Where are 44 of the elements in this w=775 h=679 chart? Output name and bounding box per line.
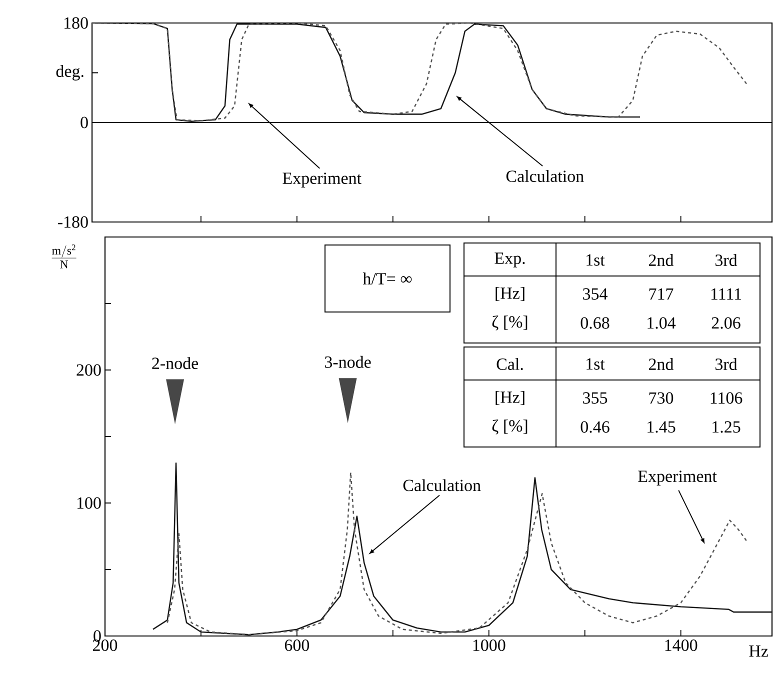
x-tick-label: 200 bbox=[93, 640, 118, 651]
annotation: ζ [%] bbox=[492, 420, 528, 434]
annotation: 1.45 bbox=[648, 421, 676, 433]
y-tick-label: -180 bbox=[58, 216, 88, 228]
annotation: 2-node bbox=[152, 357, 198, 370]
annotation: 1st bbox=[586, 358, 605, 370]
y-tick-label: 200 bbox=[76, 364, 101, 376]
y-axis-title: $\frac{\mathrm{m/s^{2}}}{\mathrm{N}}$ bbox=[52, 244, 76, 268]
annotation: 0.46 bbox=[580, 421, 610, 433]
annotation: 1st bbox=[586, 254, 605, 266]
annotation: ζ [%] bbox=[492, 316, 528, 330]
annotation: Calculation bbox=[403, 479, 481, 492]
annotation: Calculation bbox=[506, 170, 584, 182]
annotation: [Hz] bbox=[496, 390, 524, 406]
annotation: 354 bbox=[583, 288, 608, 300]
annotation: 3rd bbox=[715, 254, 738, 266]
annotation: 0.68 bbox=[580, 317, 610, 329]
annotation: 355 bbox=[583, 392, 608, 404]
annotation: 1.04 bbox=[648, 317, 676, 329]
y-tick-label: 0 bbox=[80, 116, 88, 128]
annotation: h/T= ∞ bbox=[362, 272, 412, 284]
annotation: Experiment bbox=[638, 470, 717, 486]
y-tick-label: 100 bbox=[77, 497, 101, 509]
annotation: 1111 bbox=[711, 288, 742, 300]
y-tick-label: 180 bbox=[64, 17, 88, 29]
annotation: 2nd bbox=[649, 358, 674, 370]
x-tick-label: 600 bbox=[284, 640, 310, 651]
annotation: [Hz] bbox=[496, 286, 524, 302]
y-axis-title: deg. bbox=[56, 65, 84, 80]
y-tick-label: 0 bbox=[94, 630, 101, 642]
annotation: 3rd bbox=[715, 358, 738, 370]
x-tick-label: 1400 bbox=[665, 640, 698, 651]
annotation: 717 bbox=[649, 288, 674, 300]
x-tick-label: 1000 bbox=[473, 640, 506, 651]
annotation: Cal. bbox=[496, 358, 523, 370]
annotation: 730 bbox=[649, 392, 674, 404]
annotation: Experiment bbox=[282, 172, 362, 188]
annotation: 2nd bbox=[649, 254, 674, 266]
annotation: Exp. bbox=[494, 252, 525, 268]
annotation: 1106 bbox=[710, 392, 742, 404]
annotation: 3-node bbox=[325, 356, 371, 368]
annotation: 1.25 bbox=[712, 421, 740, 433]
x-axis-title: Hz bbox=[749, 646, 768, 657]
annotation: 2.06 bbox=[712, 317, 740, 329]
